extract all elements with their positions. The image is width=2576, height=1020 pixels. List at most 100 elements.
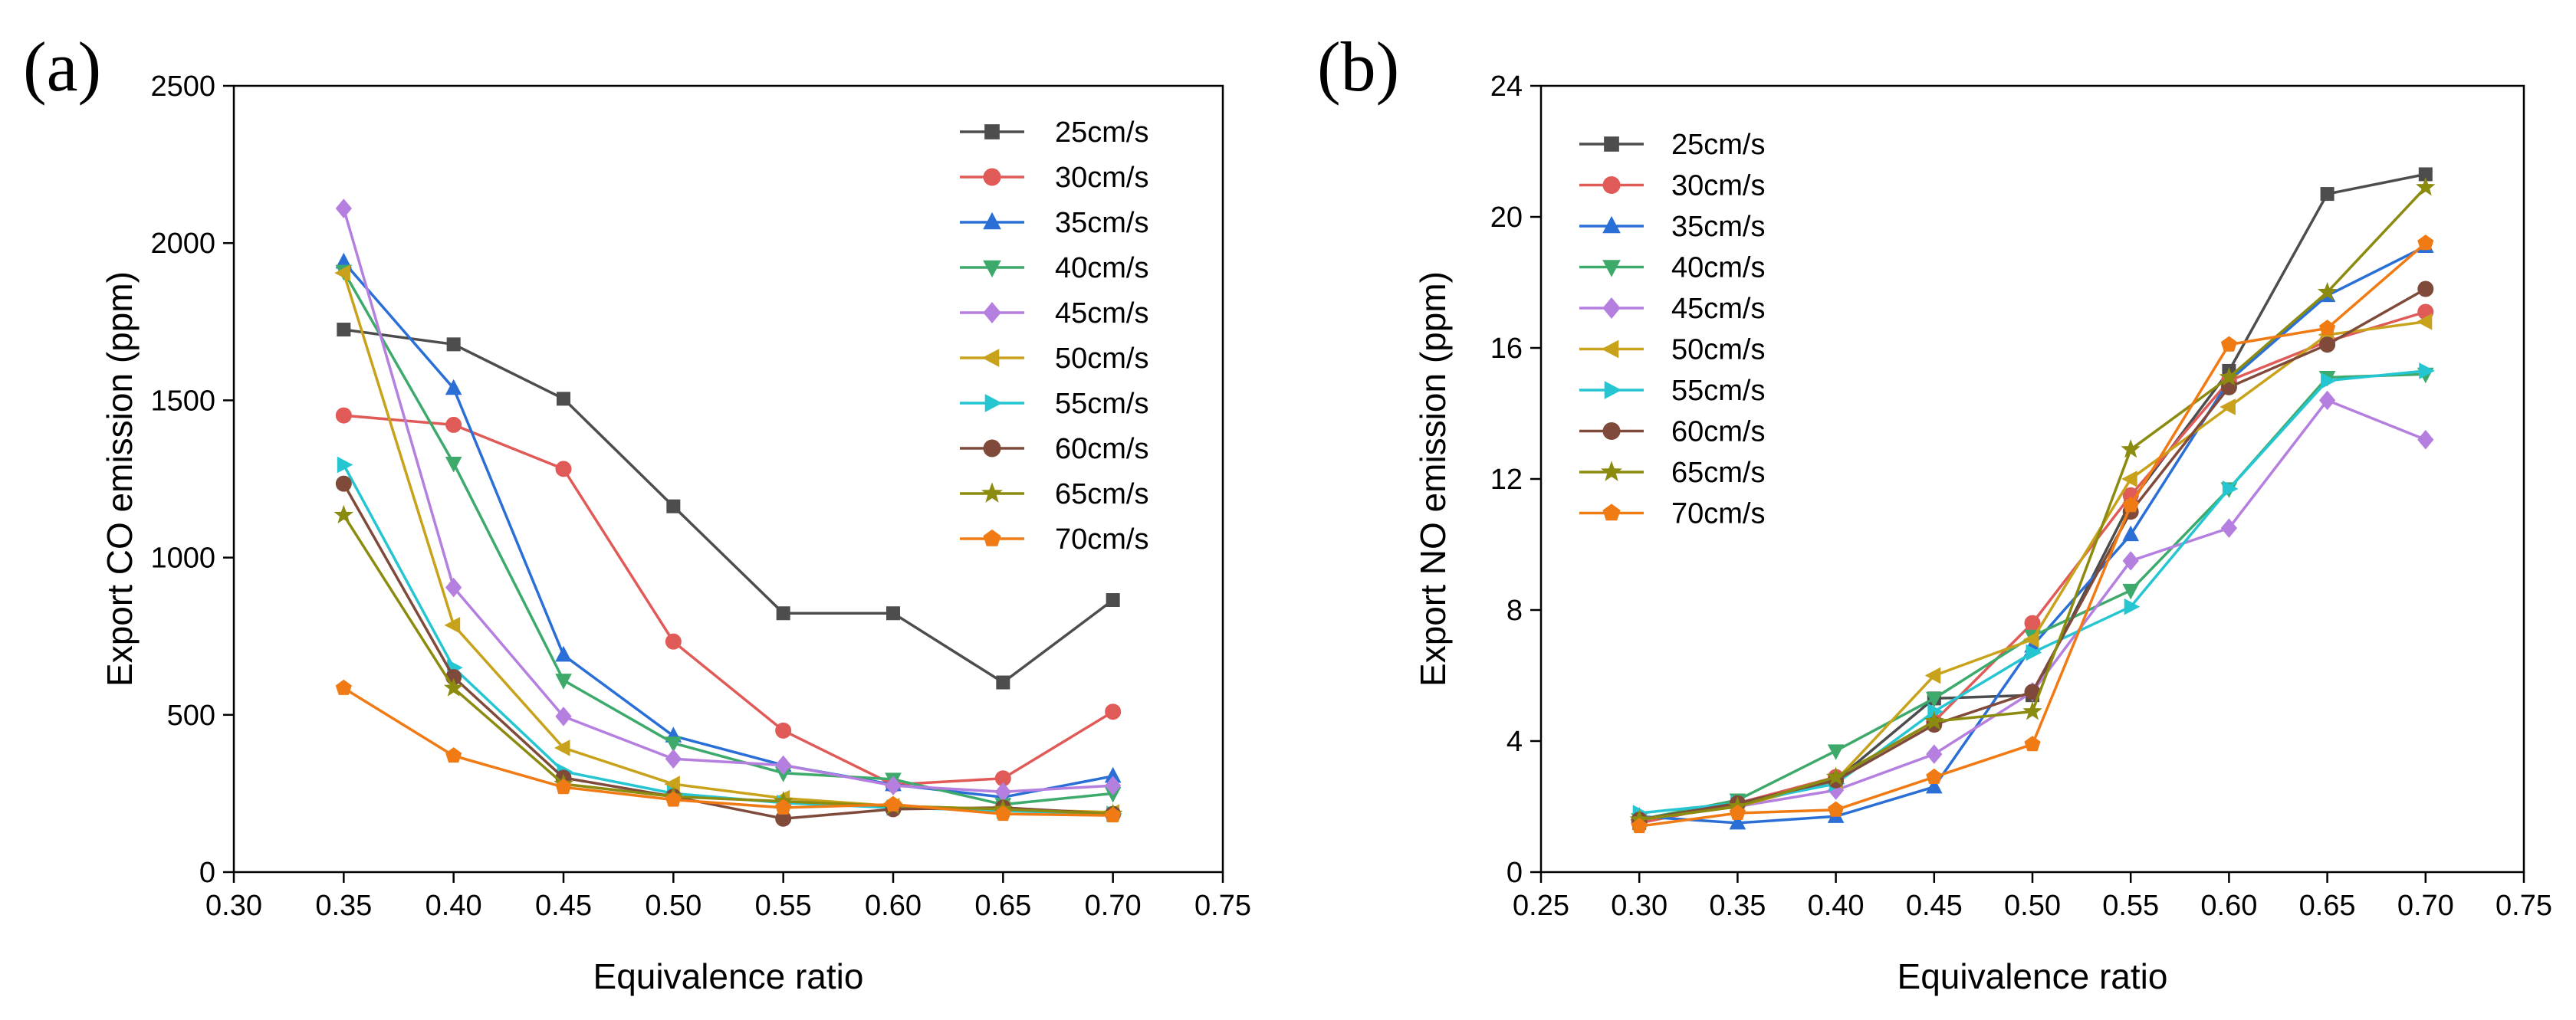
legend-marker [983, 260, 1001, 278]
legend-label: 55cm/s [1671, 375, 1765, 407]
x-tick-label-b: 0.65 [2299, 890, 2356, 922]
legend-label: 35cm/s [1055, 207, 1148, 239]
data-point [2022, 701, 2042, 720]
data-point [2121, 471, 2137, 487]
legend-item: 35cm/s [1579, 211, 1765, 243]
data-point [2220, 518, 2238, 538]
legend-label: 50cm/s [1055, 343, 1148, 375]
legend-label: 60cm/s [1055, 433, 1148, 465]
series-a-25cm-s [337, 323, 1120, 690]
legend-marker [984, 394, 1003, 412]
data-point [775, 799, 792, 815]
plot-frame-a [232, 84, 1224, 874]
legend-item: 60cm/s [960, 433, 1148, 465]
y-tick-label-b: 4 [1506, 726, 1523, 758]
legend-label: 35cm/s [1671, 211, 1765, 243]
x-axis-title-b: Equivalence ratio [1898, 956, 2168, 996]
legend-label: 55cm/s [1055, 388, 1148, 420]
x-tick-label-b: 0.40 [1808, 890, 1865, 922]
series-b-70cm-s [1631, 235, 2434, 834]
data-point [2416, 177, 2436, 196]
x-tick-label-b: 0.35 [1709, 890, 1766, 922]
series-line [343, 687, 1113, 817]
data-point [335, 679, 352, 695]
data-point [337, 323, 351, 337]
data-point [1729, 804, 1746, 820]
x-tick-label-b: 0.45 [1906, 890, 1963, 922]
legend-item: 30cm/s [960, 162, 1148, 194]
y-tick-label-a: 500 [167, 700, 215, 732]
data-point [334, 504, 354, 524]
y-tick-label-b: 24 [1490, 71, 1523, 103]
data-point [1926, 768, 1943, 784]
data-point [2022, 631, 2039, 648]
data-point [1827, 744, 1845, 760]
legend-item: 70cm/s [960, 523, 1148, 556]
x-tick-label-a: 0.30 [205, 890, 262, 922]
data-point [555, 645, 572, 662]
data-point [1825, 766, 1846, 785]
series-line [342, 271, 1113, 806]
data-point [335, 407, 352, 424]
data-point [2219, 367, 2239, 386]
series-line [342, 514, 1113, 815]
data-point [557, 392, 570, 406]
data-point [2417, 429, 2434, 450]
data-point [2222, 480, 2239, 497]
y-tick-label-b: 20 [1490, 202, 1523, 234]
legend-item: 35cm/s [960, 207, 1148, 239]
data-point [555, 674, 572, 690]
data-point [555, 461, 572, 477]
data-point [994, 805, 1011, 822]
data-point [444, 617, 461, 634]
legend-item: 60cm/s [1579, 416, 1765, 448]
data-point [445, 577, 462, 598]
x-tick-label-b: 0.70 [2397, 890, 2454, 922]
data-point [2122, 551, 2139, 571]
data-point [554, 740, 570, 756]
y-tick-label-b: 8 [1506, 595, 1523, 627]
series-line [342, 261, 1114, 799]
data-point [2319, 320, 2336, 336]
data-point [996, 675, 1010, 690]
legend-marker [1602, 215, 1621, 234]
legend-item: 40cm/s [1579, 252, 1765, 284]
legend-marker [1602, 176, 1621, 194]
legend-label: 70cm/s [1671, 498, 1765, 530]
legend-label: 30cm/s [1055, 162, 1148, 194]
legend-label: 25cm/s [1671, 129, 1765, 161]
legend-marker [983, 302, 1001, 323]
legend-label: 70cm/s [1055, 523, 1148, 556]
data-point [2319, 336, 2336, 353]
data-point [1924, 667, 1941, 684]
legend-label: 40cm/s [1055, 252, 1148, 284]
data-point [2318, 390, 2336, 411]
data-point [2220, 398, 2236, 415]
legend-item: 40cm/s [960, 252, 1148, 284]
legend-item: 50cm/s [960, 343, 1148, 375]
y-tick-label-a: 2000 [150, 228, 215, 260]
legend-marker [983, 168, 1001, 186]
legend-marker [1601, 461, 1622, 481]
data-point [2317, 281, 2338, 301]
data-point [664, 776, 680, 792]
data-point [335, 198, 352, 218]
x-axis-title-a: Equivalence ratio [593, 956, 864, 996]
x-tick-label-a: 0.75 [1194, 890, 1251, 922]
x-tick-label-a: 0.60 [865, 890, 922, 922]
data-point [2417, 235, 2434, 251]
legend-label: 65cm/s [1671, 457, 1765, 489]
data-point [886, 606, 900, 621]
x-tick-label-b: 0.75 [2496, 890, 2552, 922]
legend-marker [1602, 260, 1621, 277]
legend-marker [981, 482, 1003, 503]
data-point [776, 606, 790, 621]
data-point [334, 264, 350, 282]
legend-marker [1604, 136, 1619, 152]
data-point [1106, 593, 1120, 608]
legend-label: 60cm/s [1671, 416, 1765, 448]
legend-a: 25cm/s 30cm/s 35cm/s 40cm/s 45cm/s 50cm/s 55cm… [960, 116, 1148, 556]
legend-item: 70cm/s [1579, 498, 1765, 530]
data-point [1925, 691, 1943, 708]
